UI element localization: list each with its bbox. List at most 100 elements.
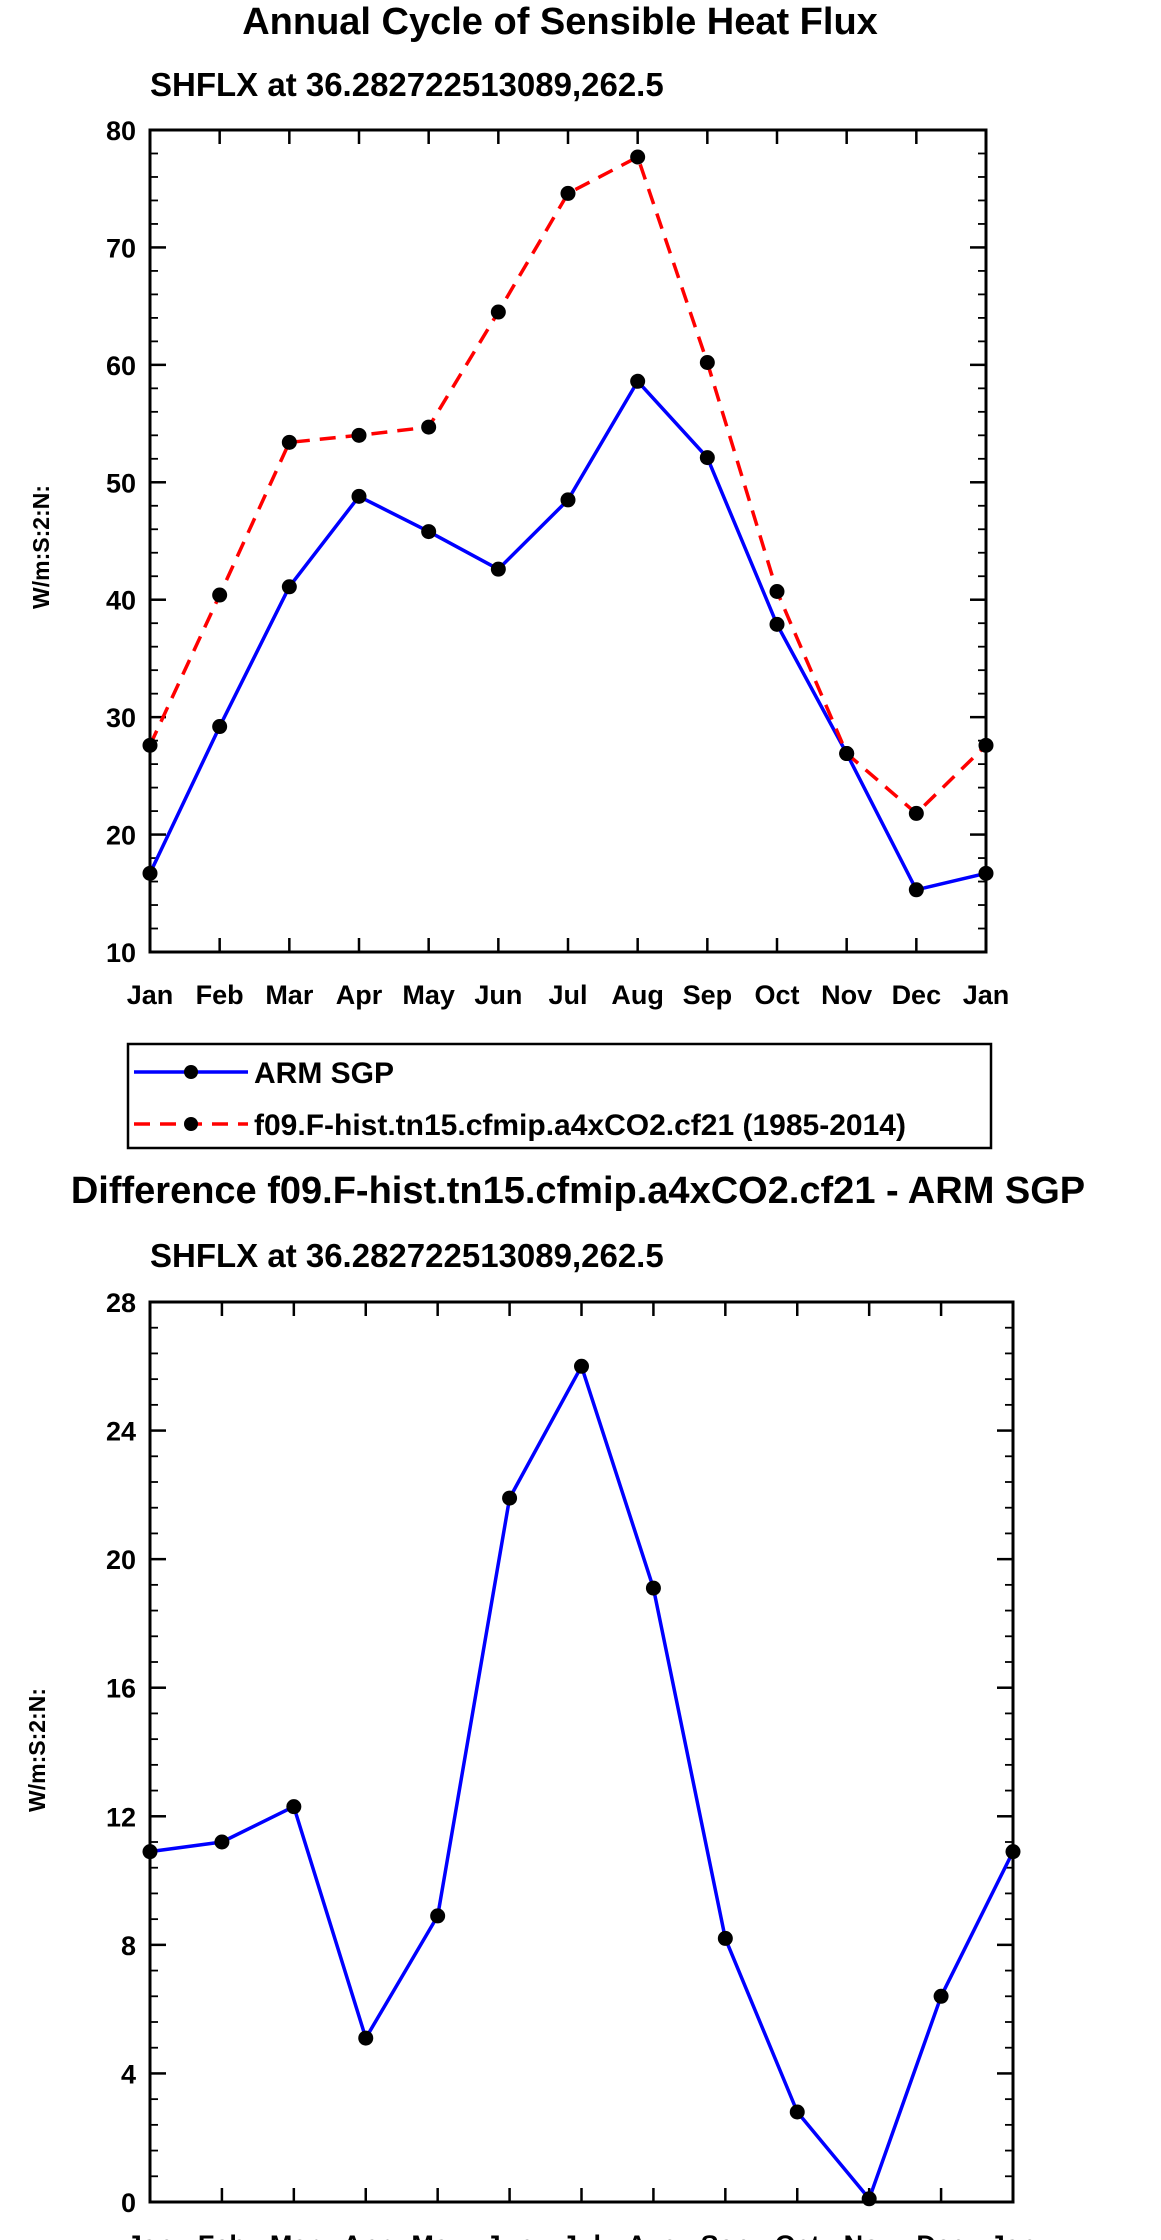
x-tick-label: Nov — [844, 2230, 895, 2240]
series-1-point — [281, 434, 297, 450]
x-tick-label: Jan — [127, 980, 174, 1010]
plot-frame — [148, 1300, 1015, 2204]
y-tick-label: 20 — [106, 1545, 136, 1575]
chart2-y-axis-label: W/m:S:2:N: — [24, 1688, 50, 1812]
x-tick-label: May — [402, 980, 455, 1010]
x-tick-label: Oct — [754, 980, 799, 1010]
chart1-series — [142, 149, 994, 898]
y-tick-label: 50 — [106, 468, 136, 498]
x-tick-label: Dec — [916, 2230, 966, 2240]
y-tick-label: 10 — [106, 938, 136, 968]
x-tick-label: Jun — [486, 2230, 534, 2240]
chart2-series — [142, 1358, 1021, 2207]
series-0-point — [574, 1358, 589, 1374]
series-0-point — [933, 1988, 949, 2004]
x-tick-label: Apr — [336, 980, 383, 1010]
series-1-point — [142, 737, 158, 753]
x-tick-label: Jan — [990, 2230, 1037, 2240]
series-0-point — [645, 1580, 661, 1596]
y-tick-label: 20 — [106, 821, 136, 851]
series-1-point — [560, 185, 576, 201]
series-1-point — [769, 583, 785, 599]
chart2-title: Difference f09.F-hist.tn15.cfmip.a4xCO2.… — [71, 1170, 1085, 1212]
series-0-point — [699, 450, 715, 466]
series-0-point — [351, 488, 367, 504]
x-tick-label: Mar — [270, 2230, 319, 2240]
x-tick-label: Oct — [775, 2230, 820, 2240]
series-0-point — [142, 865, 158, 881]
legend-label-model: f09.F-hist.tn15.cfmip.a4xCO2.cf21 (1985-… — [254, 1109, 906, 1142]
series-1-point — [490, 304, 506, 320]
x-tick-label: Sep — [683, 980, 733, 1010]
y-tick-label: 28 — [106, 1288, 136, 1318]
x-tick-label: Nov — [821, 980, 872, 1010]
series-0-point — [430, 1908, 446, 1924]
x-tick-label: Apr — [343, 2230, 390, 2240]
series-1-point — [978, 737, 994, 753]
y-tick-label: 8 — [121, 1931, 136, 1961]
x-tick-label: Dec — [892, 980, 942, 1010]
y-tick-label: 12 — [106, 1802, 136, 1832]
series-0-point — [630, 373, 646, 389]
chart1-y-axis-label: W/m:S:2:N: — [28, 485, 54, 609]
series-1-point — [351, 427, 367, 443]
x-tick-label: Aug — [611, 980, 663, 1010]
x-tick-label: Jun — [474, 980, 522, 1010]
x-tick-label: Aug — [627, 2230, 679, 2240]
plot-frame — [148, 128, 988, 954]
series-line-0 — [149, 1364, 1015, 2201]
y-tick-label: 70 — [106, 233, 136, 263]
chart1-axes — [148, 128, 988, 954]
series-1-point — [630, 149, 646, 165]
series-line-1 — [148, 155, 988, 816]
legend-marker-arm-sgp — [184, 1065, 198, 1079]
y-tick-label: 30 — [106, 703, 136, 733]
series-0-point — [769, 616, 785, 632]
chart2-subtitle: SHFLX at 36.282722513089,262.5 — [150, 1237, 664, 1274]
series-0-point — [358, 2030, 374, 2046]
x-tick-label: Jul — [562, 2230, 601, 2240]
y-tick-label: 16 — [106, 1674, 136, 1704]
y-tick-label: 60 — [106, 351, 136, 381]
chart1-title: Annual Cycle of Sensible Heat Flux — [242, 1, 878, 43]
series-0-point — [421, 524, 437, 540]
chart2-tick-labels: Jan Feb Mar Apr May Jun Jul Aug Sep Oct Nov Dec Jan 0… — [106, 1288, 1036, 2240]
series-0-point — [978, 865, 994, 881]
x-tick-label: Feb — [196, 980, 244, 1010]
series-0-point — [1005, 1844, 1021, 1860]
series-0-point — [789, 2104, 805, 2120]
series-1-point — [421, 419, 437, 435]
x-tick-label: Mar — [265, 980, 314, 1010]
x-tick-label: Jul — [548, 980, 587, 1010]
x-tick-label: Jan — [963, 980, 1010, 1010]
series-0-point — [490, 561, 506, 577]
series-0-point — [214, 1834, 230, 1850]
series-0-point — [717, 1930, 733, 1946]
chart2-axes — [148, 1300, 1015, 2204]
y-tick-label: 0 — [121, 2188, 136, 2218]
series-1-point — [699, 355, 715, 371]
x-tick-label: Sep — [701, 2230, 751, 2240]
series-0-point — [142, 1844, 158, 1860]
series-0-point — [281, 579, 297, 595]
series-line-0 — [148, 379, 987, 892]
y-tick-label: 80 — [106, 116, 136, 146]
legend-label-arm-sgp: ARM SGP — [254, 1057, 394, 1090]
y-tick-label: 40 — [106, 586, 136, 616]
series-0-point — [212, 719, 228, 735]
y-tick-label: 24 — [106, 1417, 136, 1447]
series-0-point — [560, 492, 576, 508]
series-0-point — [861, 2191, 877, 2207]
series-0-point — [908, 882, 924, 898]
series-0-point — [502, 1490, 518, 1506]
series-1-point — [908, 805, 924, 821]
x-tick-label: Jan — [127, 2230, 174, 2240]
chart1-subtitle: SHFLX at 36.282722513089,262.5 — [150, 66, 664, 103]
x-tick-label: Feb — [198, 2230, 246, 2240]
chart1-tick-labels: Jan Feb Mar Apr May Jun Jul Aug Sep Oct Nov Dec Jan 1… — [106, 116, 1009, 1010]
y-tick-label: 4 — [121, 2059, 136, 2089]
series-1-point — [212, 587, 228, 603]
legend-marker-model — [184, 1117, 198, 1131]
series-1-point — [839, 746, 855, 762]
